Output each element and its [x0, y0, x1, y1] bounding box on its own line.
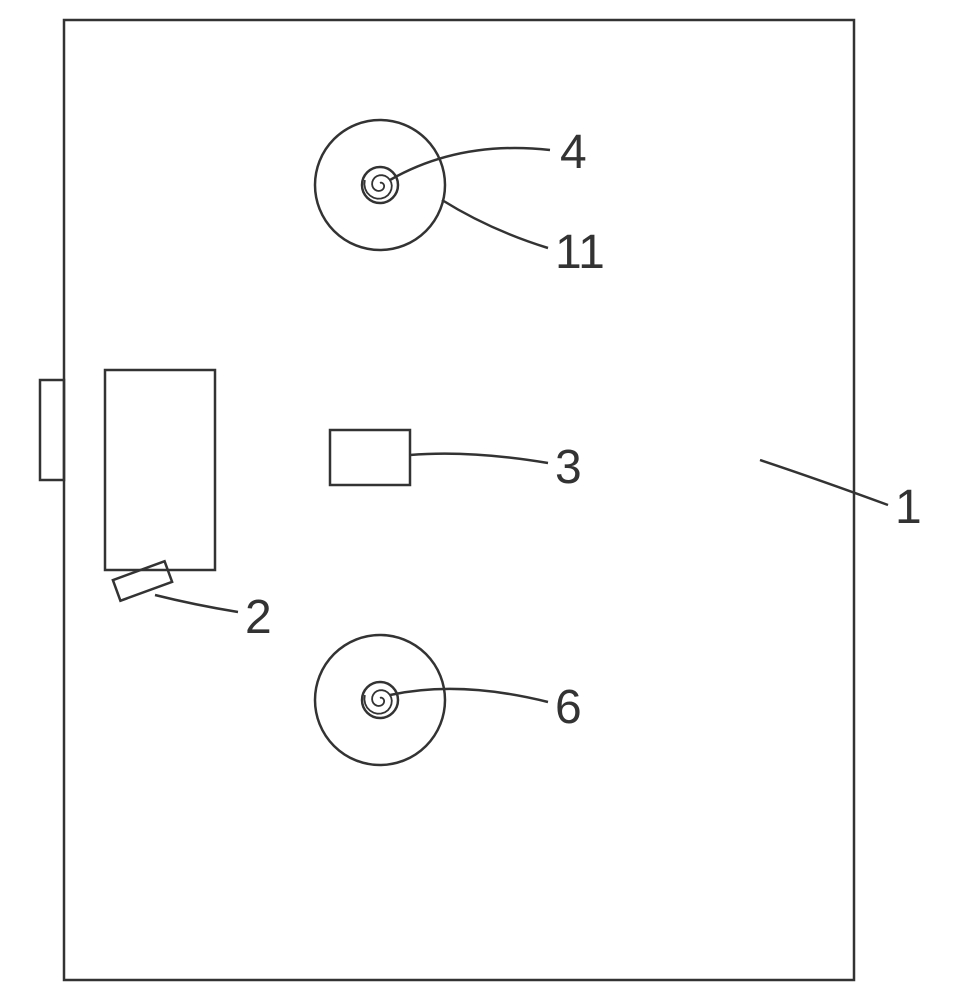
- label-2: 2: [245, 590, 272, 645]
- technical-diagram: [0, 0, 964, 1000]
- diagram-svg: [0, 0, 964, 1000]
- label-6: 6: [555, 680, 582, 735]
- label-3: 3: [555, 440, 582, 495]
- label-11: 11: [555, 225, 605, 280]
- label-1: 1: [895, 480, 922, 535]
- label-4: 4: [560, 125, 587, 180]
